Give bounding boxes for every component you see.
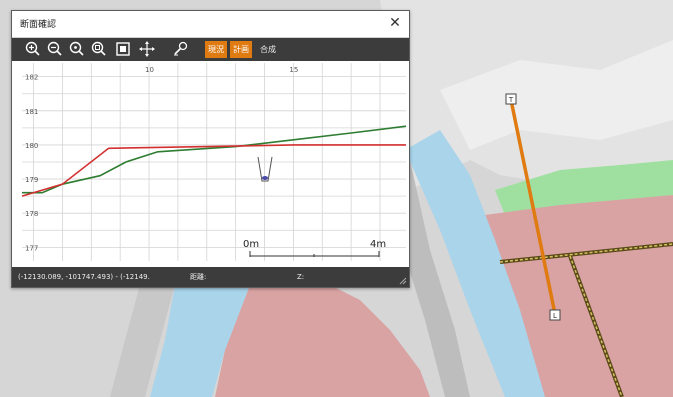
window-title: 断面確認 [20,20,57,30]
vegetation-area [495,160,673,215]
x-tick-label: 15 [289,66,298,74]
window-titlebar[interactable]: 断面確認 ✕ [12,11,409,38]
y-tick-label: 180 [25,142,38,150]
resize-grip-icon[interactable] [399,277,407,285]
zoom-in-icon[interactable] [24,40,42,58]
cross-section-line[interactable] [509,99,557,315]
close-icon[interactable]: ✕ [389,15,401,31]
zoom-reset-icon[interactable] [68,40,86,58]
planned-area-bottom [215,285,430,397]
y-tick-label: 177 [25,244,38,252]
river-channel-left [150,285,250,397]
planned-area-right [485,195,673,397]
z-label: Z: [297,273,305,281]
pipe-marker-icon [262,176,268,180]
mode-composite-button[interactable]: 合成 [260,45,276,54]
mode-current-button[interactable]: 現況 [205,41,227,58]
line-end-marker[interactable]: L [553,312,557,320]
planned-ground-line [21,144,406,197]
existing-ground-line [22,125,407,194]
line-start-marker[interactable]: T [508,96,514,104]
zoom-out-icon[interactable] [46,40,64,58]
mode-plan-button[interactable]: 計画 [230,41,252,58]
x-tick-label: 10 [145,66,154,74]
pipe-section-icon [257,156,273,182]
pan-icon[interactable] [138,40,156,58]
river-channel-right [405,130,545,397]
measure-icon[interactable] [172,40,190,58]
coordinates-readout: (-12130.089, -101747.493) - (-12149. [18,273,150,281]
status-bar: (-12130.089, -101747.493) - (-12149. 距離:… [12,267,409,287]
y-tick-label: 182 [25,74,38,82]
distance-label: 距離: [190,273,207,281]
y-tick-label: 179 [25,176,38,184]
toolbar: 現況 計画 合成 [12,38,409,61]
cross-section-window[interactable]: 断面確認 ✕ 現況 計画 合成 182 181 180 179 178 177 10 15 0m… [11,10,410,288]
y-tick-label: 178 [25,210,38,218]
zoom-fit-icon[interactable] [90,40,108,58]
profile-chart[interactable]: 182 181 180 179 178 177 10 15 0m 4m [12,61,409,267]
fullscreen-icon[interactable] [114,40,132,58]
scale-end-label: 4m [370,239,386,250]
scale-start-label: 0m [243,239,259,250]
y-tick-label: 181 [25,108,38,116]
